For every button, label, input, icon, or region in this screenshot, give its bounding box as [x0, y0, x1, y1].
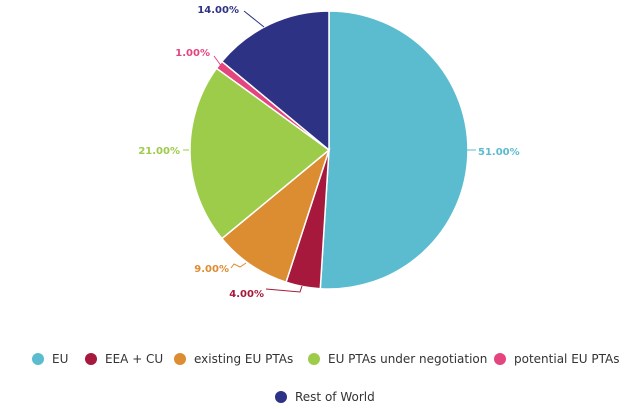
legend-label: EU — [52, 352, 68, 366]
legend-item-eu[interactable]: EU — [32, 352, 68, 366]
legend-swatch — [308, 353, 320, 365]
legend-swatch — [275, 391, 287, 403]
slice-label-eea-cu: 4.00% — [229, 289, 264, 300]
slice-label-eu: 51.00% — [478, 147, 520, 158]
legend-item-eea-cu[interactable]: EEA + CU — [85, 352, 163, 366]
legend-label: Rest of World — [295, 390, 375, 404]
connector-eea-cu — [265, 285, 303, 293]
legend-swatch — [32, 353, 44, 365]
pie-slice-eu[interactable] — [319, 10, 469, 290]
legend-label: existing EU PTAs — [194, 352, 293, 366]
slice-labels: 51.00% 4.00% 9.00% 21.00% 1.00% 14.00% — [138, 5, 519, 300]
legend-swatch — [85, 353, 97, 365]
legend-item-rest-of-world[interactable]: Rest of World — [275, 390, 375, 404]
legend-swatch — [494, 353, 506, 365]
pie-slice-eu-ptas-under-negotiation[interactable] — [189, 67, 331, 240]
connector-potential-eu-ptas — [213, 55, 223, 68]
slice-label-potential-eu-ptas: 1.00% — [175, 48, 210, 59]
legend: EU EEA + CU existing EU PTAs EU PTAs under … — [32, 352, 619, 404]
connector-existing-eu-ptas — [230, 262, 247, 269]
slice-label-eu-ptas-under-negotiation: 21.00% — [138, 146, 180, 157]
legend-item-existing-eu-ptas[interactable]: existing EU PTAs — [174, 352, 293, 366]
legend-swatch — [174, 353, 186, 365]
legend-label: potential EU PTAs — [514, 352, 619, 366]
connector-rest-of-world — [243, 10, 265, 28]
legend-item-potential-eu-ptas[interactable]: potential EU PTAs — [494, 352, 619, 366]
label-connectors — [183, 10, 476, 293]
pie-slice-rest-of-world[interactable] — [220, 10, 330, 152]
pie-slice-existing-eu-ptas[interactable] — [220, 147, 331, 284]
pie-slices — [189, 10, 469, 290]
slice-label-rest-of-world: 14.00% — [197, 5, 239, 16]
legend-item-eu-ptas-under-negotiation[interactable]: EU PTAs under negotiation — [308, 352, 487, 366]
legend-label: EEA + CU — [105, 352, 163, 366]
legend-label: EU PTAs under negotiation — [328, 352, 487, 366]
slice-label-existing-eu-ptas: 9.00% — [194, 264, 229, 275]
